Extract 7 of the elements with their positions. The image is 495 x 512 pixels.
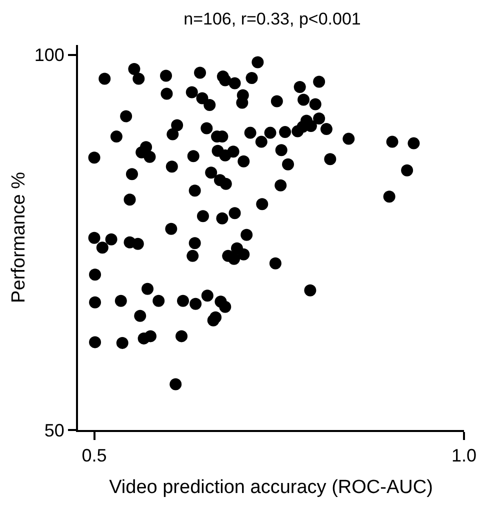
y-tick-label: 100 (34, 45, 64, 66)
x-tick-label: 1.0 (451, 446, 477, 466)
y-tick-label: 50 (44, 420, 64, 440)
x-tick-label: 0.5 (82, 446, 107, 466)
y-axis-title: Performance % (8, 172, 30, 303)
x-axis-title: Video prediction accuracy (ROC-AUC) (109, 476, 433, 498)
chart-title: n=106, r=0.33, p<0.001 (184, 10, 361, 29)
